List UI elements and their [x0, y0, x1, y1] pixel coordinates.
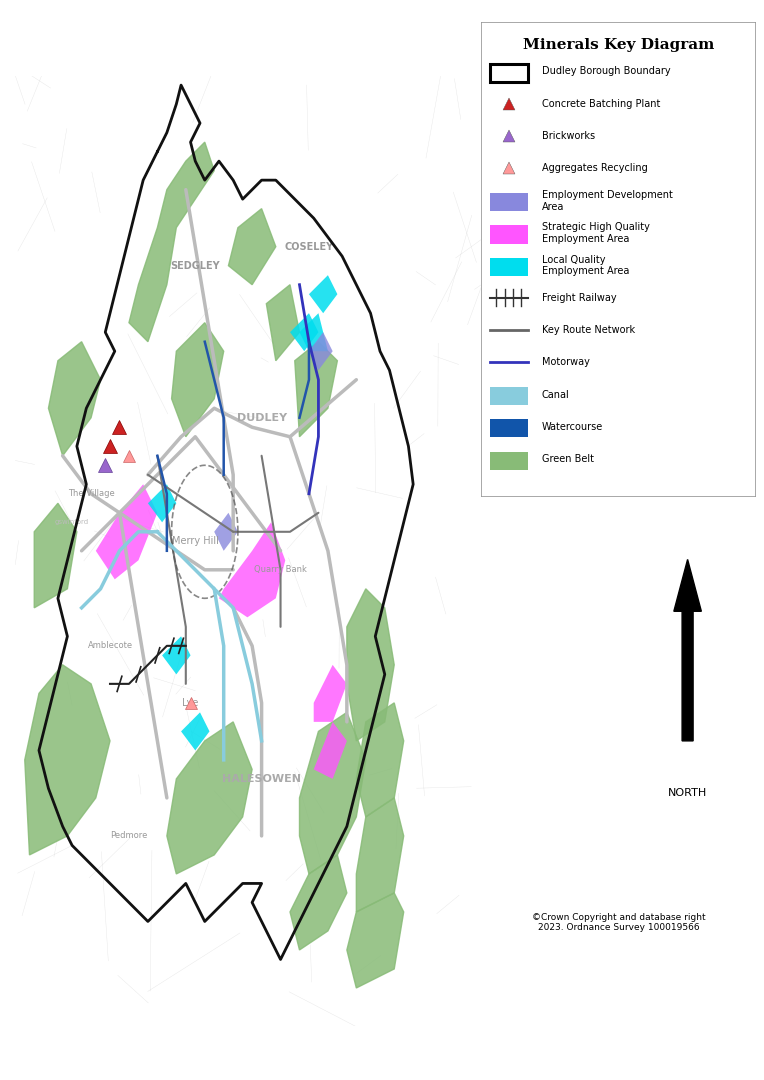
Bar: [490, 258, 528, 275]
Polygon shape: [228, 208, 276, 285]
Text: HALESOWEN: HALESOWEN: [222, 774, 301, 784]
Bar: [490, 387, 528, 405]
Polygon shape: [172, 323, 224, 436]
Polygon shape: [181, 713, 209, 751]
Polygon shape: [48, 341, 101, 456]
Polygon shape: [96, 484, 157, 579]
Polygon shape: [309, 333, 332, 370]
Text: Dudley Borough Boundary: Dudley Borough Boundary: [542, 67, 671, 77]
Polygon shape: [167, 721, 252, 874]
Polygon shape: [347, 893, 403, 988]
Polygon shape: [347, 589, 394, 741]
Polygon shape: [309, 275, 338, 313]
Bar: [490, 193, 528, 212]
Polygon shape: [299, 713, 366, 874]
Text: Key Route Network: Key Route Network: [542, 325, 635, 335]
Text: Aggregates Recycling: Aggregates Recycling: [542, 163, 648, 174]
Polygon shape: [34, 503, 77, 608]
Text: Lye: Lye: [183, 698, 199, 707]
Polygon shape: [356, 798, 403, 912]
Polygon shape: [162, 636, 190, 674]
Text: COSELEY: COSELEY: [284, 242, 334, 252]
Text: The Village: The Village: [68, 489, 115, 498]
Text: Quarry Bank: Quarry Bank: [254, 565, 307, 575]
Polygon shape: [129, 143, 214, 341]
Polygon shape: [24, 665, 110, 855]
Polygon shape: [148, 484, 176, 523]
Text: Freight Railway: Freight Railway: [542, 293, 617, 302]
Text: SEDGLEY: SEDGLEY: [170, 260, 220, 271]
Bar: [490, 419, 528, 437]
Polygon shape: [314, 665, 347, 721]
Text: Watercourse: Watercourse: [542, 422, 603, 432]
Polygon shape: [267, 285, 299, 361]
Polygon shape: [356, 703, 403, 816]
Text: Green Belt: Green Belt: [542, 455, 594, 464]
Bar: [490, 226, 528, 243]
Text: Canal: Canal: [542, 390, 570, 400]
Text: Merry Hill: Merry Hill: [172, 537, 219, 546]
Text: Employment Development
Area: Employment Development Area: [542, 190, 673, 212]
Polygon shape: [314, 721, 347, 779]
Polygon shape: [295, 341, 338, 436]
Polygon shape: [214, 513, 238, 551]
Polygon shape: [299, 313, 328, 351]
Text: gswinford: gswinford: [55, 519, 89, 525]
Text: ©Crown Copyright and database right
2023. Ordnance Survey 100019566: ©Crown Copyright and database right 2023…: [532, 913, 706, 932]
Text: Brickworks: Brickworks: [542, 131, 595, 141]
Bar: [490, 451, 528, 470]
Text: Amblecote: Amblecote: [87, 642, 133, 650]
Text: DUDLEY: DUDLEY: [237, 413, 286, 422]
Text: Strategic High Quality
Employment Area: Strategic High Quality Employment Area: [542, 222, 649, 244]
Text: Concrete Batching Plant: Concrete Batching Plant: [542, 98, 660, 109]
Polygon shape: [290, 313, 319, 351]
Polygon shape: [290, 855, 347, 950]
Text: Motorway: Motorway: [542, 357, 590, 367]
Text: Minerals Key Diagram: Minerals Key Diagram: [523, 38, 714, 52]
Text: Pedmore: Pedmore: [110, 832, 147, 840]
FancyArrow shape: [674, 559, 701, 741]
Text: NORTH: NORTH: [668, 787, 707, 797]
Polygon shape: [219, 523, 285, 618]
Bar: [490, 64, 528, 82]
Text: Local Quality
Employment Area: Local Quality Employment Area: [542, 255, 630, 276]
